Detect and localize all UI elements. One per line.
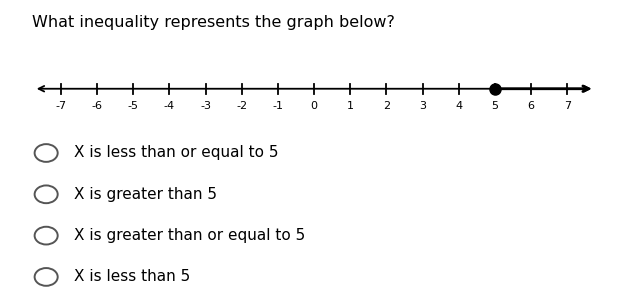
Text: -4: -4 [164, 101, 175, 111]
Text: -6: -6 [92, 101, 103, 111]
Text: X is greater than 5: X is greater than 5 [74, 187, 217, 202]
Text: What inequality represents the graph below?: What inequality represents the graph bel… [32, 15, 395, 30]
Text: 2: 2 [383, 101, 390, 111]
Text: 4: 4 [455, 101, 462, 111]
Text: 7: 7 [563, 101, 570, 111]
Text: -7: -7 [55, 101, 67, 111]
Text: -3: -3 [200, 101, 211, 111]
Text: X is greater than or equal to 5: X is greater than or equal to 5 [74, 228, 305, 243]
Text: 1: 1 [347, 101, 354, 111]
Text: X is less than or equal to 5: X is less than or equal to 5 [74, 145, 278, 161]
Text: 5: 5 [492, 101, 499, 111]
Text: 3: 3 [419, 101, 426, 111]
Text: -5: -5 [128, 101, 139, 111]
Text: 6: 6 [528, 101, 535, 111]
Text: -2: -2 [237, 101, 247, 111]
Text: -1: -1 [272, 101, 283, 111]
Text: X is less than 5: X is less than 5 [74, 269, 190, 285]
Text: 0: 0 [311, 101, 317, 111]
